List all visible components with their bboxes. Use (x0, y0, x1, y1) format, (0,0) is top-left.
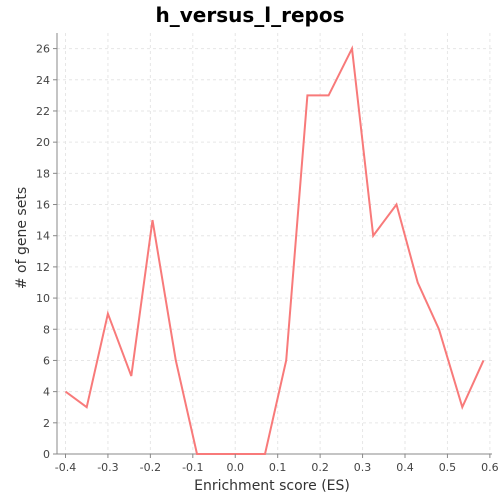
y-tick-label: 16 (36, 199, 50, 212)
y-axis-title: # of gene sets (14, 187, 30, 289)
axes (56, 33, 492, 455)
x-tick-label: -0.2 (140, 461, 161, 474)
x-tick-label: -0.3 (97, 461, 118, 474)
x-tick-label: 0.6 (481, 461, 499, 474)
y-tick-label: 6 (43, 354, 50, 367)
tick-labels: -0.4 -0.3 -0.2 -0.1 0.0 0.1 0.2 0.3 0.4 0.5 0.6024… (36, 43, 499, 474)
y-tick-label: 4 (43, 386, 50, 399)
y-tick-label: 24 (36, 74, 50, 87)
chart-title: h_versus_l_repos (156, 3, 345, 27)
y-tick-label: 8 (43, 323, 50, 336)
x-tick-label: 0.2 (311, 461, 329, 474)
x-axis-title: Enrichment score (ES) (194, 478, 350, 494)
y-tick-label: 26 (36, 43, 50, 56)
y-tick-label: 18 (36, 167, 50, 180)
x-tick-label: 0.3 (354, 461, 372, 474)
y-tick-label: 12 (36, 261, 50, 274)
y-tick-label: 0 (43, 448, 50, 461)
grid (57, 33, 492, 455)
y-tick-label: 20 (36, 136, 50, 149)
y-tick-label: 10 (36, 292, 50, 305)
y-tick-label: 2 (43, 417, 50, 430)
x-tick-label: 0.5 (439, 461, 457, 474)
x-tick-label: 0.4 (396, 461, 414, 474)
x-tick-label: 0.0 (226, 461, 244, 474)
y-tick-label: 22 (36, 105, 50, 118)
x-tick-label: -0.4 (55, 461, 76, 474)
x-tick-label: 0.1 (269, 461, 287, 474)
y-tick-label: 14 (36, 230, 50, 243)
x-tick-label: -0.1 (182, 461, 203, 474)
series-line (64, 45, 485, 455)
series-layer (64, 45, 485, 455)
